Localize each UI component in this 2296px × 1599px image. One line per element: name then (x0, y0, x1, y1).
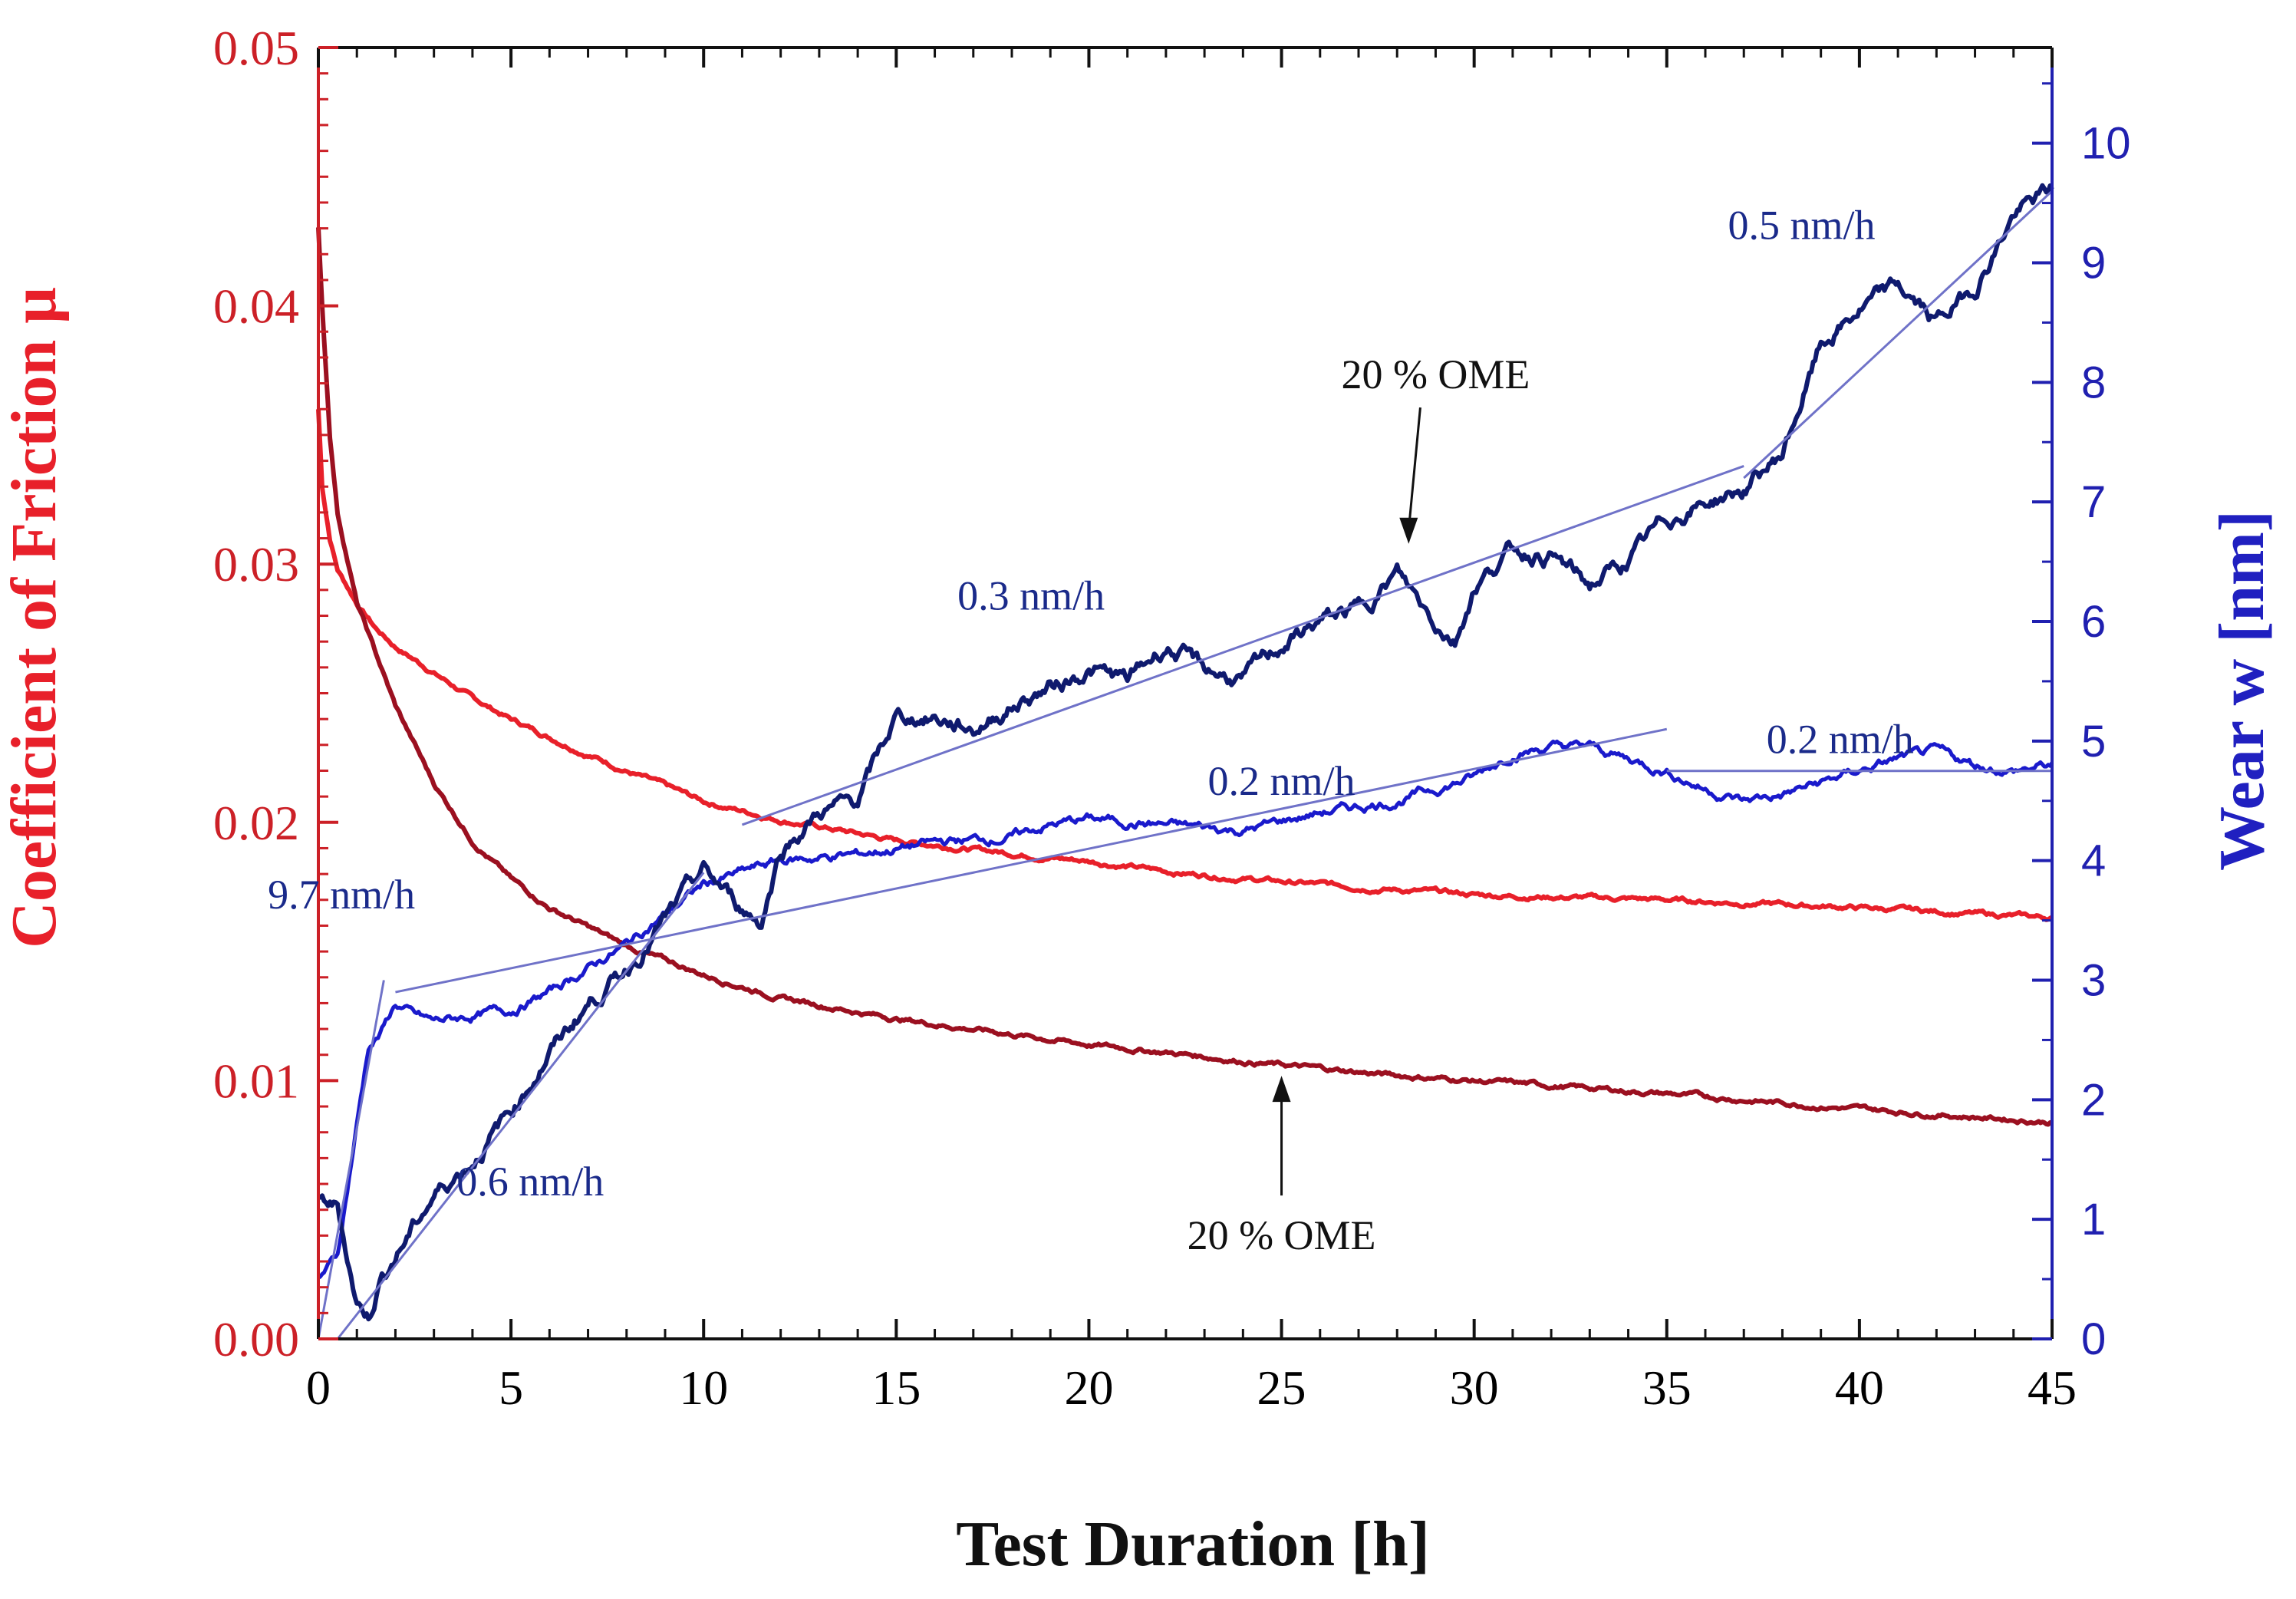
fit-line (336, 872, 705, 1340)
y-right-tick-label: 10 (2081, 119, 2131, 169)
annotation-label: 20 % OME (1188, 1212, 1376, 1258)
annotation-label: 0.2 nm/h (1208, 758, 1356, 804)
annotation-arrow-head (1272, 1076, 1291, 1103)
y-left-tick-label: 0.05 (213, 21, 299, 75)
x-tick-label: 10 (679, 1360, 728, 1415)
annotation-label: 0.2 nm/h (1767, 716, 1914, 762)
wear-ome-line (318, 183, 2054, 1322)
y-right-tick-label: 1 (2081, 1195, 2106, 1245)
x-tick-label: 20 (1064, 1360, 1113, 1415)
friction-ome-line (316, 227, 2053, 1127)
x-axis-title: Test Duration [h] (956, 1508, 1430, 1580)
y-left-tick-label: 0.00 (213, 1312, 299, 1367)
annotation-label: 0.6 nm/h (456, 1159, 604, 1205)
series-layer (316, 183, 2054, 1322)
fit-line (317, 980, 385, 1340)
y-left-tick-label: 0.03 (213, 537, 299, 592)
y-right-tick-label: 0 (2081, 1314, 2106, 1364)
annotation-arrow-line (1407, 407, 1421, 530)
y-right-tick-label: 8 (2081, 358, 2106, 407)
y-right-tick-label: 9 (2081, 239, 2106, 288)
y-axis-left-title: Coefficient of Friction μ (0, 287, 70, 948)
annotation-label: 0.5 nm/h (1728, 202, 1876, 248)
friction-reference-line (316, 409, 2054, 922)
annotations: 9.7 nm/h 0.6 nm/h 0.3 nm/h 0.2 nm/h 0.2 nm/h… (268, 202, 1914, 1258)
y-left-tick-label: 0.02 (213, 796, 299, 850)
y-right-tick-label: 7 (2081, 477, 2106, 527)
x-tick-label: 30 (1450, 1360, 1499, 1415)
y-right-tick-label: 6 (2081, 597, 2106, 647)
x-tick-label: 45 (2028, 1360, 2077, 1415)
axes: 0 5 10 15 20 25 30 35 40 450.000.010.020.030.040.… (213, 21, 2131, 1415)
annotation-label: 20 % OME (1341, 351, 1530, 397)
y-right-tick-label: 5 (2081, 717, 2106, 767)
annotation-arrow-head (1399, 517, 1418, 544)
y-right-tick-label: 2 (2081, 1075, 2106, 1125)
fit-lines (317, 190, 2054, 1340)
x-tick-label: 35 (1642, 1360, 1692, 1415)
x-tick-label: 0 (306, 1360, 331, 1415)
x-tick-label: 15 (871, 1360, 921, 1415)
annotation-label: 0.3 nm/h (957, 572, 1105, 618)
y-axis-right-title: Wear w [nm] (2206, 510, 2278, 871)
x-tick-label: 5 (499, 1360, 523, 1415)
fit-line (741, 465, 1744, 826)
fit-line (395, 727, 1668, 994)
x-tick-label: 40 (1835, 1360, 1884, 1415)
x-tick-label: 25 (1257, 1360, 1306, 1415)
y-right-tick-label: 3 (2081, 956, 2106, 1006)
fit-line (1743, 190, 2054, 480)
wear-reference-line (317, 739, 2054, 1280)
annotation-label: 9.7 nm/h (268, 872, 415, 918)
y-right-tick-label: 4 (2081, 836, 2106, 886)
y-left-tick-label: 0.01 (213, 1053, 299, 1108)
y-left-tick-label: 0.04 (213, 279, 299, 334)
